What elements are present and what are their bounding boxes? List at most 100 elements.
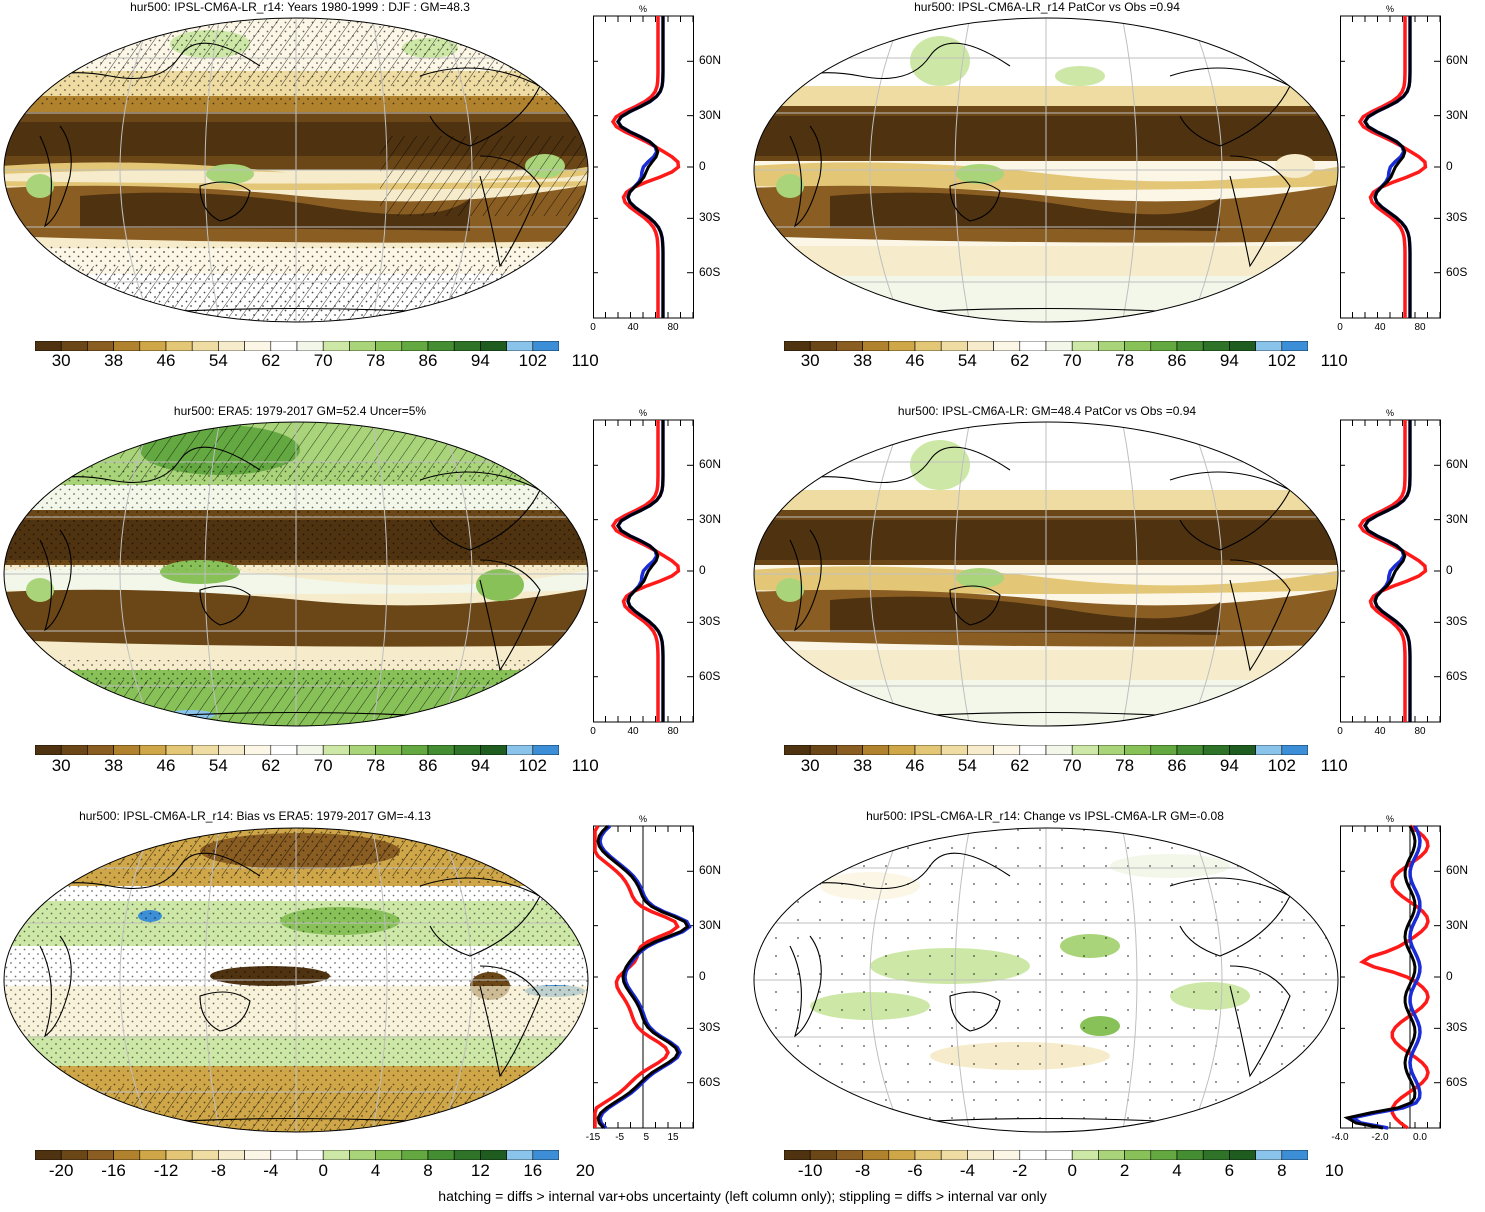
- profile-lat-label: 0: [1446, 159, 1453, 173]
- colorbar-swatch: [1202, 744, 1230, 756]
- colorbar-tick-label: -12: [153, 1161, 179, 1180]
- profile-x-tick-label: -4.0: [1331, 1132, 1349, 1143]
- colorbar-swatch: [87, 340, 114, 352]
- profile-line-black: [1343, 825, 1417, 1130]
- colorbar-swatch: [862, 1149, 890, 1161]
- panel-title-era5: hur500: ERA5: 1979-2017 GM=52.4 Uncer=5%: [173, 404, 427, 418]
- colorbar-tick-label: 30: [800, 351, 820, 370]
- colorbar-swatch: [1124, 1149, 1152, 1161]
- colorbar-swatch: [270, 744, 298, 756]
- colorbar-tick-label: 62: [261, 756, 281, 775]
- colorbar-swatch: [1071, 1149, 1099, 1161]
- profile-x-tick-label: 80: [667, 322, 679, 333]
- profile-lat-label: 30N: [699, 511, 722, 526]
- colorbar-swatch: [506, 1149, 534, 1161]
- profile-x-tick-label: 40: [627, 726, 639, 737]
- colorbar-tick-label: 86: [1167, 351, 1187, 370]
- colorbar-swatch: [191, 1149, 219, 1161]
- profile-x-tick-label: -5: [615, 1132, 625, 1143]
- colorbar-tick-label: -16: [101, 1161, 126, 1180]
- colorbar-swatch: [165, 744, 193, 756]
- colorbar-tick-label: 2: [1119, 1161, 1130, 1180]
- colorbar-swatch: [480, 1149, 507, 1161]
- profile-lat-label: 60S: [699, 1074, 721, 1089]
- colorbar-swatch: [940, 744, 968, 756]
- profile-line-blue: [1347, 825, 1422, 1130]
- colorbar-tick-label: 102: [1267, 351, 1296, 370]
- profile-line-black: [1363, 16, 1412, 318]
- colorbar-swatch: [1019, 340, 1047, 352]
- profile-lat-label: 30N: [1446, 917, 1469, 932]
- panel-title-change: hur500: IPSL-CM6A-LR_r14: Change vs IPSL…: [866, 809, 1224, 823]
- profile-line-red: [610, 16, 681, 318]
- profile-lat-label: 60N: [699, 53, 722, 68]
- profile-line-red: [1357, 420, 1428, 722]
- colorbar-model-patcor: [783, 338, 1309, 352]
- colorbar-swatch: [375, 340, 403, 352]
- colorbar-swatch: [60, 340, 88, 352]
- colorbar-tick-label: 70: [313, 756, 333, 775]
- profile-lat-label: 30N: [699, 917, 722, 932]
- colorbar-swatch: [296, 340, 324, 352]
- colorbar-swatch: [139, 340, 167, 352]
- colorbar-tick-label: 62: [1010, 351, 1030, 370]
- colorbar-bias: [34, 1147, 560, 1161]
- map-ipsl-mean: [753, 421, 1339, 727]
- colorbar-tick-label: -8: [210, 1161, 226, 1180]
- colorbar-swatch: [480, 340, 507, 352]
- panel-title-model-patcor: hur500: IPSL-CM6A-LR_r14 PatCor vs Obs =…: [914, 0, 1180, 14]
- map-change: [753, 827, 1339, 1133]
- colorbar-swatch: [218, 744, 245, 756]
- colorbar-swatch: [427, 340, 455, 352]
- profile-lat-label: 60S: [699, 264, 721, 279]
- colorbar-swatch: [1229, 1149, 1256, 1161]
- colorbar-swatch: [375, 1149, 403, 1161]
- profile-line-black: [616, 16, 665, 318]
- colorbar-tick-label: 62: [261, 351, 281, 370]
- colorbar-swatch: [809, 1149, 837, 1161]
- colorbar-swatch: [34, 340, 62, 352]
- profile-lat-label: 60N: [1446, 53, 1469, 68]
- colorbar-tick-label: -4: [959, 1161, 975, 1180]
- profile-lat-label: 60S: [1446, 668, 1468, 683]
- profile-lat-label: 30S: [699, 614, 721, 629]
- colorbar-swatch: [1176, 744, 1204, 756]
- colorbar-swatch: [139, 744, 167, 756]
- colorbar-swatch: [809, 744, 837, 756]
- map-era5: [3, 421, 589, 727]
- profile-x-tick-label: 40: [627, 322, 639, 333]
- colorbar-swatch: [1229, 340, 1256, 352]
- colorbar-swatch: [1229, 744, 1256, 756]
- colorbar-swatch: [914, 340, 942, 352]
- colorbar-swatch: [139, 1149, 167, 1161]
- colorbar-swatch: [401, 744, 429, 756]
- colorbar-tick-label: 78: [1115, 351, 1135, 370]
- colorbar-swatch: [1255, 1149, 1283, 1161]
- colorbar-swatch: [1098, 340, 1125, 352]
- colorbar-tick-label: -2: [1012, 1161, 1028, 1180]
- profile-lat-label: 0: [699, 159, 706, 173]
- colorbar-swatch: [532, 1149, 560, 1161]
- profile-model-djf: % 60N 30N 0 30S 60S 0 40 80: [590, 4, 773, 354]
- profile-frame: [1340, 825, 1441, 1129]
- colorbar-swatch: [401, 340, 429, 352]
- panel-title-ipsl-mean: hur500: IPSL-CM6A-LR: GM=48.4 PatCor vs …: [897, 404, 1197, 418]
- profile-x-tick-label: -15: [585, 1132, 601, 1143]
- colorbar-tick-label: 86: [1167, 756, 1187, 775]
- profile-lat-label: 60N: [1446, 457, 1469, 472]
- colorbar-swatch: [322, 340, 350, 352]
- profile-x-tick-label: 0.0: [1413, 1132, 1427, 1143]
- colorbar-swatch: [914, 1149, 942, 1161]
- profile-x-tick-label: 80: [667, 726, 679, 737]
- profile-x-tick-label: 40: [1374, 726, 1386, 737]
- colorbar-swatch: [888, 744, 916, 756]
- colorbar-tick-label: 78: [366, 756, 386, 775]
- footnote: hatching = diffs > internal var+obs unce…: [438, 1188, 1047, 1204]
- profile-x-tick-label: 15: [667, 1132, 679, 1143]
- colorbar-swatch: [244, 1149, 272, 1161]
- colorbar-tick-label: 110: [571, 351, 599, 370]
- colorbar-swatch: [1150, 744, 1178, 756]
- colorbar-swatch: [1045, 744, 1073, 756]
- colorbar-tick-label: 94: [1219, 351, 1239, 370]
- profile-x-tick-label: 0: [1337, 322, 1343, 333]
